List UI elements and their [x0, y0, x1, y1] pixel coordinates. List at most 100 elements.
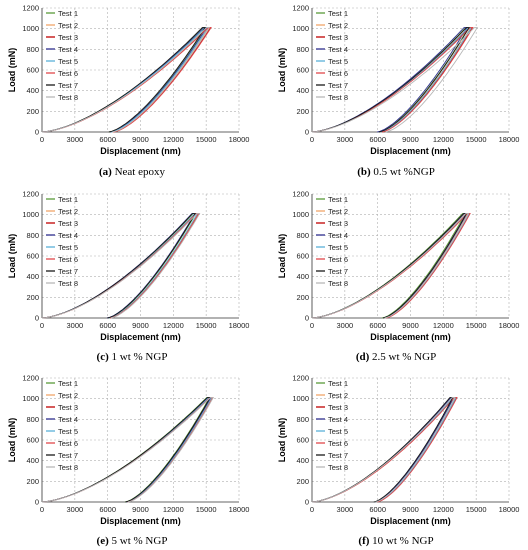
chart-b: 0 3000 6000 9000 12000 15000 18000 0 200 400 600 80… — [277, 4, 519, 157]
x-tick-label: 12000 — [163, 135, 184, 144]
x-tick-label: 15000 — [196, 135, 217, 144]
y-tick-label: 200 — [296, 107, 309, 116]
x-axis-label: Displacement (nm) — [370, 516, 451, 526]
legend-label: Test 5 — [58, 427, 78, 436]
caption-b: (b) 0.5 wt %NGP — [357, 166, 435, 178]
legend-label: Test 6 — [58, 255, 78, 264]
x-tick-label: 15000 — [466, 321, 487, 330]
series-line-test-6 — [41, 213, 200, 319]
legend-label: Test 1 — [58, 379, 78, 388]
series-line-test-7 — [311, 27, 470, 133]
caption-f: (f) 10 wt % NGP — [358, 535, 434, 547]
legend: Test 1 Test 2 Test 3 Test 4 Test 5 Test 6 Test… — [46, 9, 78, 102]
series-line-test-7 — [41, 397, 211, 503]
x-tick-label: 6000 — [369, 505, 386, 514]
y-tick-label: 1200 — [22, 190, 39, 199]
legend-label: Test 4 — [328, 415, 348, 424]
x-tick-label: 12000 — [163, 505, 184, 514]
legend-label: Test 6 — [328, 255, 348, 264]
series-line-test-5 — [311, 397, 457, 503]
y-tick-label: 600 — [296, 66, 309, 75]
x-tick-label: 15000 — [196, 505, 217, 514]
x-axis-label: Displacement (nm) — [100, 516, 181, 526]
y-tick-label: 400 — [296, 86, 309, 95]
caption-c: (c) 1 wt % NGP — [96, 351, 168, 363]
legend-label: Test 4 — [58, 231, 78, 240]
y-axis-label: Load (mN) — [277, 48, 287, 93]
series-line-test-4 — [41, 27, 208, 133]
chart-e: 0 3000 6000 9000 12000 15000 18000 0 200 400 600 80… — [7, 374, 249, 527]
x-axis-label: Displacement (nm) — [370, 332, 451, 342]
legend-label: Test 3 — [328, 403, 348, 412]
x-tick-label: 9000 — [132, 135, 149, 144]
legend-label: Test 2 — [58, 391, 78, 400]
x-tick-label: 6000 — [369, 321, 386, 330]
y-tick-label: 400 — [26, 86, 39, 95]
y-tick-label: 800 — [26, 231, 39, 240]
legend-label: Test 1 — [58, 195, 78, 204]
x-tick-label: 0 — [40, 505, 44, 514]
series-line-test-8 — [41, 397, 215, 503]
series-line-test-8 — [41, 27, 211, 133]
legend-label: Test 5 — [328, 427, 348, 436]
series-line-test-6 — [311, 213, 471, 319]
y-tick-label: 600 — [296, 436, 309, 445]
y-tick-label: 0 — [35, 498, 39, 507]
y-tick-label: 200 — [26, 477, 39, 486]
series-line-test-3 — [311, 397, 458, 503]
chart-f: 0 3000 6000 9000 12000 15000 18000 0 200 400 600 80… — [277, 374, 519, 527]
legend-label: Test 7 — [328, 451, 348, 460]
legend-label: Test 1 — [58, 9, 78, 18]
series-line-test-5 — [41, 397, 213, 503]
y-tick-label: 0 — [305, 314, 309, 323]
y-tick-label: 1000 — [22, 394, 39, 403]
caption-a: (a) Neat epoxy — [99, 166, 165, 178]
legend-label: Test 1 — [328, 9, 348, 18]
series-line-test-2 — [41, 27, 210, 133]
x-tick-label: 0 — [40, 321, 44, 330]
x-axis-label: Displacement (nm) — [100, 146, 181, 156]
x-tick-label: 18000 — [499, 135, 520, 144]
series-line-test-6 — [311, 397, 458, 503]
x-tick-label: 18000 — [229, 135, 250, 144]
legend-label: Test 8 — [328, 93, 348, 102]
y-tick-label: 200 — [26, 107, 39, 116]
x-tick-label: 3000 — [66, 135, 83, 144]
y-tick-label: 1200 — [292, 4, 309, 13]
series-line-test-2 — [41, 213, 199, 319]
legend-label: Test 5 — [328, 243, 348, 252]
y-tick-label: 1000 — [292, 24, 309, 33]
series-line-test-8 — [311, 397, 456, 503]
series-line-test-5 — [41, 213, 199, 319]
x-tick-label: 15000 — [466, 135, 487, 144]
y-tick-label: 600 — [26, 66, 39, 75]
series-line-test-3 — [41, 213, 200, 319]
legend-label: Test 2 — [328, 207, 348, 216]
y-axis-label: Load (mN) — [7, 418, 17, 463]
x-tick-label: 9000 — [402, 505, 419, 514]
chart-a: 0 3000 6000 9000 12000 15000 18000 0 200 400 600 80… — [7, 4, 249, 157]
y-tick-label: 1000 — [292, 210, 309, 219]
y-tick-label: 400 — [296, 272, 309, 281]
legend-label: Test 7 — [58, 451, 78, 460]
chart-d: 0 3000 6000 9000 12000 15000 18000 0 200 400 600 80… — [277, 190, 519, 343]
series-line-test-8 — [311, 213, 470, 319]
y-tick-label: 800 — [26, 415, 39, 424]
series-line-test-4 — [311, 213, 468, 319]
series-line-test-3 — [41, 27, 212, 133]
series-line-test-4 — [41, 397, 212, 503]
series-line-test-2 — [41, 397, 213, 503]
legend-label: Test 2 — [328, 391, 348, 400]
legend-label: Test 6 — [58, 439, 78, 448]
y-tick-label: 0 — [305, 498, 309, 507]
y-tick-label: 1000 — [22, 210, 39, 219]
series-line-test-8 — [311, 27, 479, 133]
y-tick-label: 800 — [296, 231, 309, 240]
legend-label: Test 8 — [328, 463, 348, 472]
x-tick-label: 9000 — [402, 321, 419, 330]
y-tick-label: 400 — [26, 456, 39, 465]
legend-label: Test 7 — [328, 81, 348, 90]
legend-label: Test 4 — [328, 231, 348, 240]
x-tick-label: 9000 — [132, 321, 149, 330]
